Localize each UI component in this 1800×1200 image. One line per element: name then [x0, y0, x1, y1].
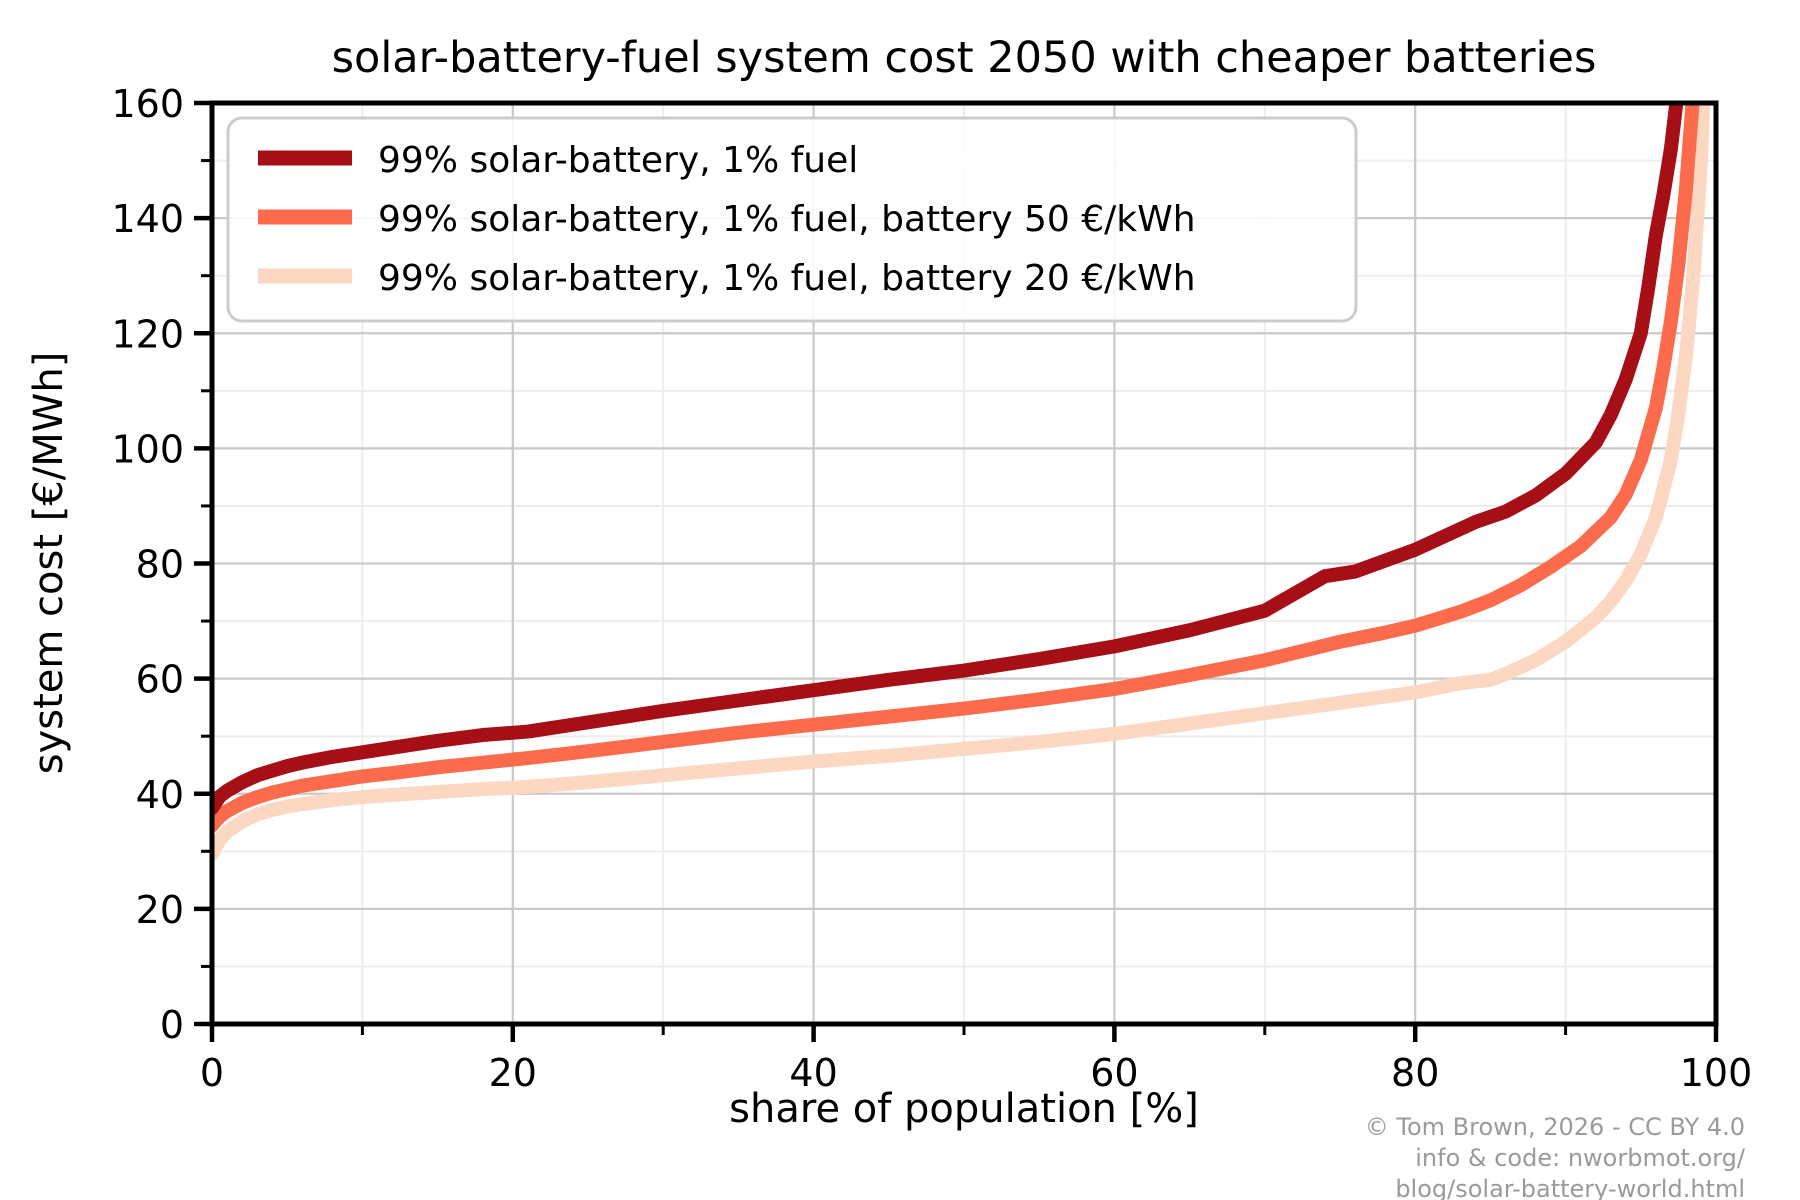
y-tick-label: 20	[136, 888, 184, 932]
data-series-group	[212, 103, 1711, 862]
credit-line-3: blog/solar-battery-world.html	[1395, 1175, 1745, 1200]
x-axis-label: share of population [%]	[729, 1086, 1199, 1132]
axis-ticks: 0 20 40 60 80 100 120 140 160 0 20 40 60 80 100	[111, 82, 1752, 1095]
x-tick-label: 80	[1391, 1051, 1439, 1095]
y-tick-label: 140	[111, 197, 184, 241]
y-tick-label: 60	[136, 658, 184, 702]
y-tick-label: 80	[136, 543, 184, 587]
y-tick-label: 100	[111, 427, 184, 471]
series-line	[212, 103, 1700, 833]
x-tick-label: 100	[1680, 1051, 1753, 1095]
x-tick-label: 40	[789, 1051, 837, 1095]
legend-item-label[interactable]: 99% solar-battery, 1% fuel	[378, 140, 858, 181]
y-tick-label: 40	[136, 773, 184, 817]
legend-background	[226, 116, 1358, 323]
series-line	[212, 103, 1684, 816]
x-tick-label: 20	[489, 1051, 537, 1095]
credit-line-2: info & code: nworbmot.org/	[1415, 1144, 1746, 1172]
legend-item-label[interactable]: 99% solar-battery, 1% fuel, battery 50 €…	[378, 199, 1196, 240]
y-tick-label: 160	[111, 82, 184, 126]
credit-line-1: © Tom Brown, 2026 - CC BY 4.0	[1365, 1113, 1745, 1141]
x-tick-label: 60	[1090, 1051, 1138, 1095]
y-tick-label: 120	[111, 312, 184, 356]
legend[interactable]: 99% solar-battery, 1% fuel 99% solar-batt…	[226, 116, 1358, 323]
chart-title: solar-battery-fuel system cost 2050 with…	[332, 33, 1597, 83]
x-tick-label: 0	[200, 1051, 224, 1095]
series-line	[212, 103, 1711, 862]
y-axis-label: system cost [€/MWh]	[26, 352, 72, 775]
credit-block: © Tom Brown, 2026 - CC BY 4.0 info & cod…	[1365, 1113, 1746, 1200]
y-tick-label: 0	[160, 1003, 184, 1047]
legend-item-label[interactable]: 99% solar-battery, 1% fuel, battery 20 €…	[378, 258, 1196, 299]
